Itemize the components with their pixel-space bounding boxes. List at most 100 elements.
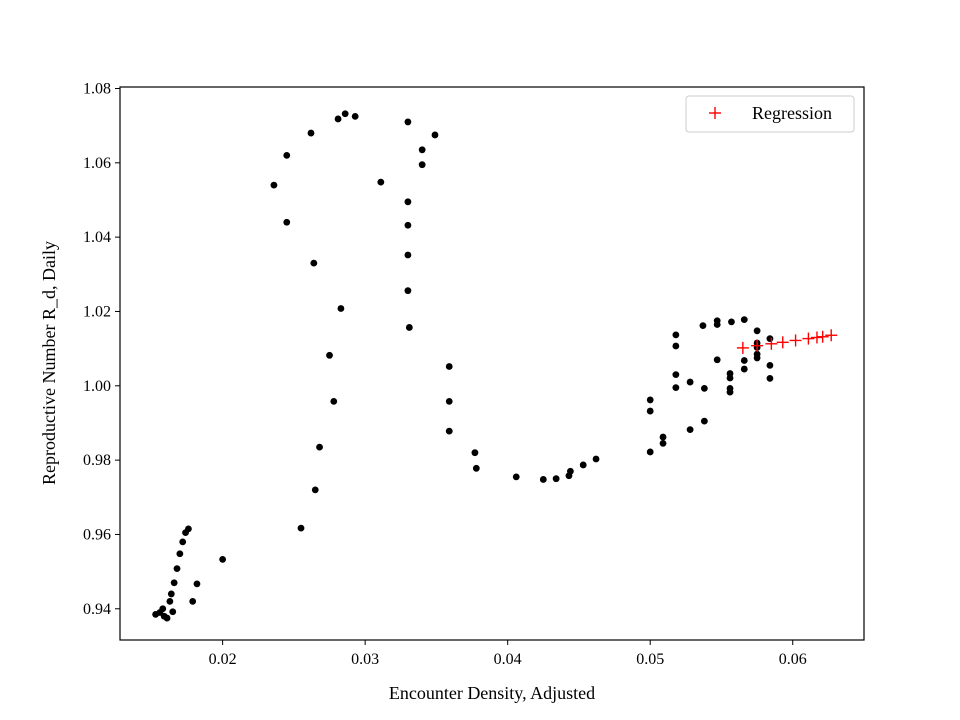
data-point	[713, 356, 721, 364]
data-point	[330, 398, 338, 405]
data-point	[283, 151, 291, 159]
regression-point	[751, 339, 764, 352]
data-point	[173, 565, 181, 573]
data-point	[579, 461, 587, 469]
data-point	[163, 614, 171, 622]
data-point	[766, 335, 774, 343]
data-point	[167, 590, 175, 598]
data-point	[753, 327, 761, 335]
data-point	[592, 455, 600, 463]
data-point	[472, 464, 480, 472]
regression-point	[776, 336, 789, 349]
data-point	[740, 365, 748, 373]
data-point	[418, 146, 426, 154]
data-point	[728, 318, 735, 326]
data-point	[700, 417, 708, 425]
y-tick-label: 1.02	[83, 303, 111, 320]
data-point	[566, 467, 574, 475]
data-point	[445, 398, 453, 405]
y-tick-label: 0.94	[83, 601, 111, 618]
data-point	[700, 384, 708, 392]
data-point	[512, 473, 520, 481]
data-point	[193, 580, 201, 588]
points-layer	[152, 110, 838, 622]
data-point	[686, 378, 694, 386]
data-point	[166, 597, 174, 605]
data-point	[766, 361, 774, 369]
data-point	[307, 129, 315, 137]
data-point	[699, 322, 707, 329]
data-point	[672, 342, 680, 350]
y-tick-label: 1.06	[83, 155, 111, 172]
regression-point	[789, 334, 802, 347]
data-point	[179, 538, 187, 546]
data-point	[471, 449, 479, 457]
data-point	[297, 524, 305, 532]
data-point	[672, 331, 680, 339]
data-point	[740, 316, 748, 324]
x-tick-label: 0.04	[494, 651, 522, 668]
data-point	[270, 181, 278, 189]
data-point	[176, 550, 184, 558]
data-point	[185, 525, 192, 533]
y-tick-label: 0.96	[83, 526, 111, 543]
data-point	[646, 396, 654, 404]
data-point	[219, 555, 227, 563]
data-point	[672, 384, 680, 392]
regression-point	[825, 329, 838, 342]
regression-point	[765, 337, 778, 350]
data-point	[740, 357, 748, 364]
data-point	[552, 475, 560, 483]
x-tick-label: 0.03	[351, 651, 379, 668]
y-tick-label: 1.00	[83, 378, 111, 395]
legend-label-regression: Regression	[752, 103, 832, 123]
data-point	[713, 317, 721, 325]
data-point	[445, 363, 453, 370]
data-point	[686, 426, 694, 434]
regression-point	[736, 341, 749, 354]
regression-point	[810, 331, 823, 344]
data-point	[404, 221, 412, 229]
data-point	[659, 433, 667, 441]
data-point	[310, 259, 318, 267]
data-point	[405, 324, 413, 331]
data-point	[659, 440, 667, 447]
data-point	[189, 597, 197, 605]
data-point	[404, 251, 412, 259]
legend: Regression	[685, 95, 855, 133]
data-point	[539, 476, 547, 483]
data-point	[311, 486, 319, 494]
data-point	[170, 579, 178, 587]
data-point	[377, 178, 385, 186]
data-point	[159, 605, 167, 613]
data-point	[431, 131, 439, 139]
data-point	[404, 118, 412, 126]
data-point	[283, 218, 291, 226]
data-point	[646, 448, 654, 456]
data-point	[672, 371, 680, 379]
data-point	[316, 443, 323, 451]
x-axis: 0.02 0.03 0.04 0.05 0.06	[209, 640, 807, 668]
y-tick-label: 1.08	[83, 80, 111, 97]
legend-box	[685, 95, 855, 133]
legend-marker-regression	[709, 107, 721, 119]
regression-point	[816, 330, 829, 343]
data-point	[646, 407, 654, 415]
data-point	[351, 112, 359, 120]
x-tick-label: 0.05	[636, 651, 664, 668]
x-tick-label: 0.02	[209, 651, 237, 668]
data-point	[726, 384, 734, 392]
y-tick-label: 0.98	[83, 452, 111, 469]
data-point	[326, 351, 333, 359]
plot-frame	[119, 86, 865, 641]
data-point	[334, 115, 342, 123]
data-point	[169, 608, 177, 616]
data-point	[766, 374, 774, 382]
x-tick-label: 0.06	[779, 651, 807, 668]
y-axis: 0.94 0.96 0.98 1.00 1.02 1.04 1.06 1.08	[83, 80, 120, 618]
data-point	[404, 198, 412, 206]
data-point	[726, 370, 734, 377]
data-point	[341, 110, 349, 118]
data-point	[404, 287, 412, 295]
